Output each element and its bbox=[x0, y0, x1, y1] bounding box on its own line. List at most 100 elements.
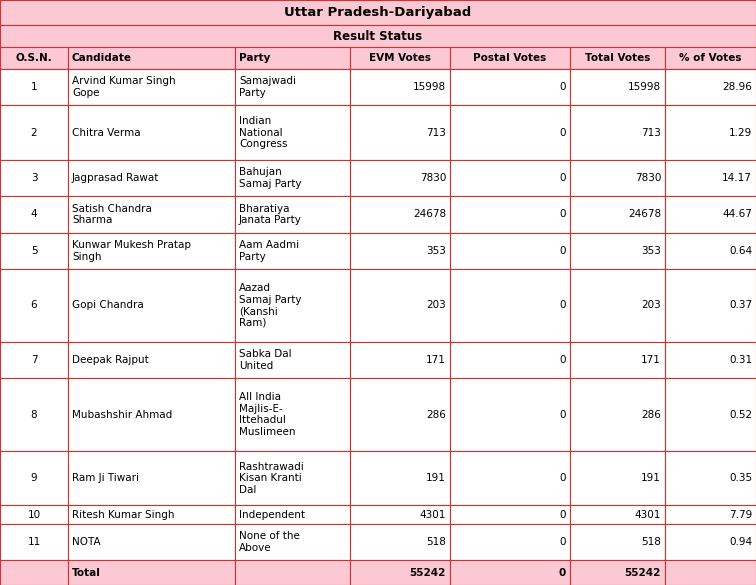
Text: Indian
National
Congress: Indian National Congress bbox=[239, 116, 287, 149]
Text: Samajwadi
Party: Samajwadi Party bbox=[239, 77, 296, 98]
Bar bbox=[570, 451, 665, 505]
Text: 1.29: 1.29 bbox=[729, 128, 752, 137]
Text: 203: 203 bbox=[641, 301, 661, 311]
Bar bbox=[68, 47, 235, 69]
Text: Gopi Chandra: Gopi Chandra bbox=[72, 301, 144, 311]
Text: Party: Party bbox=[239, 53, 271, 63]
Bar bbox=[450, 105, 570, 160]
Bar bbox=[450, 342, 570, 378]
Bar bbox=[235, 524, 350, 560]
Bar bbox=[0, 25, 756, 47]
Bar bbox=[665, 378, 756, 451]
Text: 24678: 24678 bbox=[628, 209, 661, 219]
Bar bbox=[665, 342, 756, 378]
Bar bbox=[0, 342, 68, 378]
Bar bbox=[350, 105, 450, 160]
Text: 191: 191 bbox=[426, 473, 446, 483]
Bar bbox=[0, 0, 756, 25]
Bar bbox=[450, 160, 570, 197]
Text: 0: 0 bbox=[559, 355, 566, 365]
Bar bbox=[350, 69, 450, 105]
Text: 171: 171 bbox=[641, 355, 661, 365]
Text: Result Status: Result Status bbox=[333, 29, 423, 43]
Text: Independent: Independent bbox=[239, 510, 305, 519]
Text: 518: 518 bbox=[641, 537, 661, 547]
Bar bbox=[68, 505, 235, 524]
Text: 0.94: 0.94 bbox=[729, 537, 752, 547]
Text: Ritesh Kumar Singh: Ritesh Kumar Singh bbox=[72, 510, 175, 519]
Text: Uttar Pradesh-Dariyabad: Uttar Pradesh-Dariyabad bbox=[284, 6, 472, 19]
Text: 0: 0 bbox=[559, 82, 566, 92]
Bar bbox=[0, 451, 68, 505]
Bar bbox=[570, 560, 665, 585]
Text: 353: 353 bbox=[641, 246, 661, 256]
Text: 518: 518 bbox=[426, 537, 446, 547]
Bar bbox=[235, 560, 350, 585]
Bar bbox=[68, 105, 235, 160]
Text: 44.67: 44.67 bbox=[722, 209, 752, 219]
Text: Rashtrawadi
Kisan Kranti
Dal: Rashtrawadi Kisan Kranti Dal bbox=[239, 462, 304, 495]
Text: Sabka Dal
United: Sabka Dal United bbox=[239, 349, 292, 371]
Text: 171: 171 bbox=[426, 355, 446, 365]
Bar bbox=[665, 160, 756, 197]
Bar bbox=[450, 69, 570, 105]
Bar bbox=[68, 197, 235, 233]
Bar bbox=[0, 197, 68, 233]
Text: Bharatiya
Janata Party: Bharatiya Janata Party bbox=[239, 204, 302, 225]
Bar bbox=[665, 505, 756, 524]
Text: 7: 7 bbox=[31, 355, 37, 365]
Bar bbox=[68, 524, 235, 560]
Bar bbox=[350, 233, 450, 269]
Bar bbox=[350, 197, 450, 233]
Text: % of Votes: % of Votes bbox=[679, 53, 742, 63]
Bar bbox=[350, 524, 450, 560]
Bar bbox=[235, 451, 350, 505]
Bar bbox=[665, 233, 756, 269]
Text: 7830: 7830 bbox=[420, 173, 446, 183]
Text: EVM Votes: EVM Votes bbox=[369, 53, 431, 63]
Bar bbox=[450, 269, 570, 342]
Text: 5: 5 bbox=[31, 246, 37, 256]
Bar bbox=[235, 47, 350, 69]
Bar bbox=[570, 197, 665, 233]
Bar bbox=[0, 269, 68, 342]
Bar bbox=[665, 451, 756, 505]
Text: None of the
Above: None of the Above bbox=[239, 531, 300, 553]
Text: 0.31: 0.31 bbox=[729, 355, 752, 365]
Bar bbox=[0, 69, 68, 105]
Text: Aam Aadmi
Party: Aam Aadmi Party bbox=[239, 240, 299, 261]
Bar bbox=[68, 451, 235, 505]
Text: Candidate: Candidate bbox=[72, 53, 132, 63]
Text: 0.64: 0.64 bbox=[729, 246, 752, 256]
Text: 2: 2 bbox=[31, 128, 37, 137]
Text: 24678: 24678 bbox=[413, 209, 446, 219]
Text: 55242: 55242 bbox=[624, 567, 661, 577]
Text: 0: 0 bbox=[559, 537, 566, 547]
Text: 286: 286 bbox=[426, 410, 446, 419]
Text: 10: 10 bbox=[27, 510, 41, 519]
Text: 55242: 55242 bbox=[410, 567, 446, 577]
Bar bbox=[350, 342, 450, 378]
Text: 0: 0 bbox=[559, 567, 566, 577]
Bar bbox=[350, 378, 450, 451]
Bar bbox=[665, 197, 756, 233]
Text: 0: 0 bbox=[559, 510, 566, 519]
Text: 0: 0 bbox=[559, 128, 566, 137]
Bar bbox=[570, 505, 665, 524]
Text: Bahujan
Samaj Party: Bahujan Samaj Party bbox=[239, 167, 302, 189]
Bar bbox=[68, 560, 235, 585]
Bar bbox=[450, 378, 570, 451]
Bar bbox=[665, 105, 756, 160]
Bar bbox=[235, 160, 350, 197]
Bar bbox=[450, 47, 570, 69]
Bar bbox=[0, 524, 68, 560]
Text: 713: 713 bbox=[641, 128, 661, 137]
Text: 9: 9 bbox=[31, 473, 37, 483]
Bar bbox=[665, 47, 756, 69]
Bar bbox=[0, 105, 68, 160]
Text: Kunwar Mukesh Pratap
Singh: Kunwar Mukesh Pratap Singh bbox=[72, 240, 191, 261]
Text: 15998: 15998 bbox=[628, 82, 661, 92]
Bar bbox=[0, 47, 68, 69]
Bar bbox=[68, 269, 235, 342]
Text: 4301: 4301 bbox=[420, 510, 446, 519]
